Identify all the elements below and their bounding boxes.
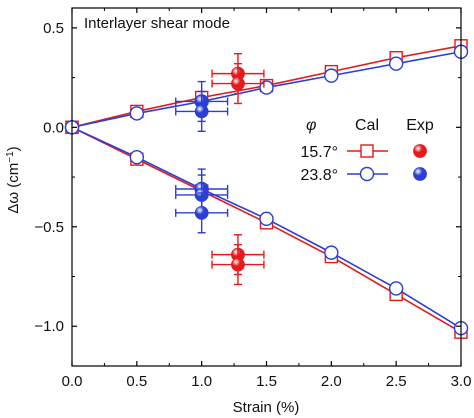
legend-cal-header: Cal	[355, 117, 379, 134]
x-tick-label: 0.5	[126, 373, 147, 390]
x-tick-label: 1.0	[191, 373, 212, 390]
chart-marks	[64, 39, 469, 339]
y-axis-label-main: Δω (cm	[5, 163, 22, 214]
y-tick-label: −0.5	[34, 219, 64, 236]
chart-annotation: Interlayer shear mode	[84, 15, 230, 32]
legend-angle-symbol: φ	[306, 117, 316, 134]
x-tick-label: 0.0	[62, 373, 83, 390]
data-point	[259, 211, 274, 227]
axis-ticks	[71, 8, 462, 366]
legend-exp-marker	[413, 144, 427, 158]
x-tick-label: 1.5	[256, 373, 277, 390]
x-tick-label: 2.5	[386, 373, 407, 390]
y-axis-label: Δω (cm−1)	[5, 146, 23, 213]
y-tick-label: −1.0	[34, 318, 64, 335]
data-point	[324, 245, 339, 260]
legend-marks	[347, 144, 427, 182]
x-tick-label: 3.0	[451, 373, 472, 390]
data-point	[324, 68, 339, 83]
y-axis-label-sup: −1	[5, 151, 16, 163]
legend-row-1-label: 15.7°	[300, 144, 338, 161]
legend-row-2-label: 23.8°	[300, 167, 338, 184]
legend: φ Cal Exp 15.7° 23.8°	[300, 117, 433, 184]
legend-exp-marker	[413, 167, 427, 181]
data-point	[129, 149, 145, 165]
legend-cal-marker	[360, 144, 374, 158]
y-tick-label: 0.5	[43, 20, 64, 37]
legend-cal-marker	[359, 166, 375, 182]
data-point	[388, 56, 404, 71]
exp-data-point	[194, 104, 209, 119]
data-point	[129, 106, 145, 121]
tick-labels: 0.0 0.5 1.0 1.5 2.0 2.5 3.0 0.5 0.0 −0.5 −1.0	[34, 20, 471, 390]
exp-data-point	[231, 257, 245, 272]
data-point	[388, 281, 404, 296]
exp-data-point	[194, 205, 209, 220]
x-axis-label: Strain (%)	[233, 399, 300, 416]
x-tick-label: 2.0	[321, 373, 342, 390]
legend-exp-header: Exp	[406, 117, 434, 134]
exp-data-point	[231, 76, 245, 91]
y-axis-label-close: )	[5, 146, 22, 151]
y-tick-label: 0.0	[43, 119, 64, 136]
